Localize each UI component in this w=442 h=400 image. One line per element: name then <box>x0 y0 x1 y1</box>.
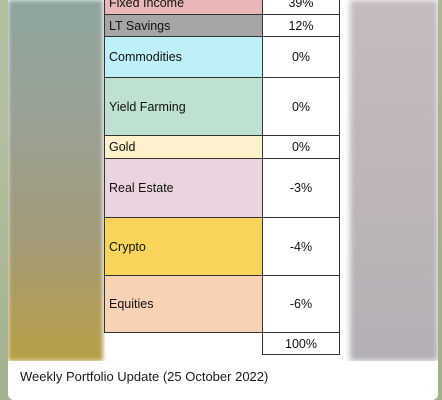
table-row: Fixed Income 39% <box>104 0 340 15</box>
table-total-row: 100% <box>104 332 340 355</box>
portfolio-screenshot-image[interactable]: Fixed Income 39% LT Savings 12% Commodit… <box>8 0 438 361</box>
message-caption: Weekly Portfolio Update (25 October 2022… <box>20 369 269 384</box>
portfolio-table: Fixed Income 39% LT Savings 12% Commodit… <box>104 0 340 355</box>
asset-name: Fixed Income <box>104 0 263 15</box>
asset-change: -6% <box>262 275 340 333</box>
table-row: Yield Farming 0% <box>104 77 340 136</box>
asset-change: 12% <box>262 14 340 37</box>
table-row: LT Savings 12% <box>104 14 340 37</box>
asset-change: 0% <box>262 135 340 159</box>
blurred-region-right <box>350 0 438 361</box>
asset-change: -3% <box>262 158 340 218</box>
table-row: Real Estate -3% <box>104 158 340 218</box>
asset-change: -4% <box>262 217 340 276</box>
table-row: Equities -6% <box>104 275 340 333</box>
asset-change: 0% <box>262 36 340 78</box>
asset-name: Commodities <box>104 36 263 78</box>
asset-change: 39% <box>262 0 340 15</box>
table-row: Crypto -4% <box>104 217 340 276</box>
blurred-region-left <box>8 0 103 361</box>
blank-cell <box>104 332 263 355</box>
asset-name: Gold <box>104 135 263 159</box>
table-row: Commodities 0% <box>104 36 340 78</box>
asset-name: Crypto <box>104 217 263 276</box>
total-value: 100% <box>262 332 340 355</box>
asset-name: LT Savings <box>104 14 263 37</box>
asset-change: 0% <box>262 77 340 136</box>
table-row: Gold 0% <box>104 135 340 159</box>
asset-name: Real Estate <box>104 158 263 218</box>
asset-name: Equities <box>104 275 263 333</box>
image-message-bubble[interactable]: Fixed Income 39% LT Savings 12% Commodit… <box>8 0 438 400</box>
asset-name: Yield Farming <box>104 77 263 136</box>
